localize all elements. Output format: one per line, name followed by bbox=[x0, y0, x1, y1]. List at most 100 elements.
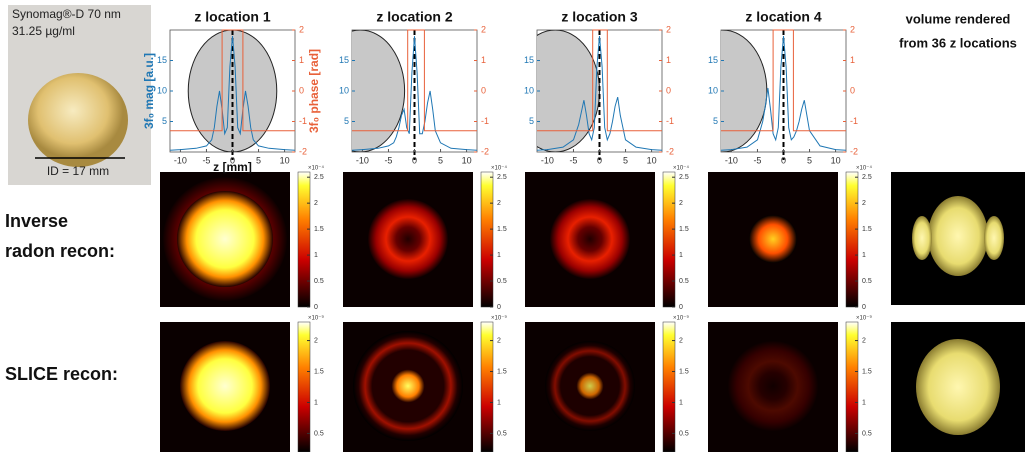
y2-tick-label: 2 bbox=[666, 24, 671, 34]
y-tick-label: 15 bbox=[708, 55, 718, 65]
row-label: SLICE recon: bbox=[5, 364, 118, 384]
colorbar bbox=[297, 171, 311, 308]
colorbar-tick-label: 1 bbox=[314, 252, 318, 259]
series-line bbox=[537, 29, 662, 132]
colorbar-tick-label: 1.5 bbox=[862, 226, 872, 233]
y-tick-label: 15 bbox=[339, 55, 349, 65]
y2-tick-label: 0 bbox=[481, 85, 486, 95]
colorbar-tick-label: 1.5 bbox=[314, 368, 324, 375]
series-line bbox=[720, 36, 847, 151]
series-line bbox=[170, 29, 295, 132]
colorbar-tick-label: 1.5 bbox=[497, 226, 507, 233]
sample bbox=[721, 30, 768, 152]
y-tick-label: 10 bbox=[157, 85, 167, 95]
colorbar-tick-label: 0 bbox=[497, 304, 501, 311]
colorbar-tick-label: 0.5 bbox=[679, 430, 689, 437]
x-tick-label: 10 bbox=[647, 155, 657, 165]
colorbar-tick-label: 0.5 bbox=[679, 278, 689, 285]
colorbar-tick-label: 2 bbox=[497, 200, 501, 207]
x-tick-label: -5 bbox=[202, 155, 210, 165]
colorbar-tick-label: 1.5 bbox=[314, 226, 324, 233]
colorbar-tick-label: 1 bbox=[862, 399, 866, 406]
chart-title: z location 3 bbox=[561, 9, 637, 25]
colorbar-tick-label: 0.5 bbox=[497, 430, 507, 437]
colorbar-tick-label: 2 bbox=[679, 337, 683, 344]
x-tick-label: -10 bbox=[356, 155, 369, 165]
colorbar-tick-label: 0 bbox=[679, 304, 683, 311]
colorbar-tick-label: 1.5 bbox=[679, 226, 689, 233]
colorbar-tick-label: 1 bbox=[497, 252, 501, 259]
colorbar-exponent: ×10⁻⁴ bbox=[491, 165, 507, 172]
x-tick-label: -10 bbox=[174, 155, 187, 165]
colorbar-tick-label: 1.5 bbox=[862, 368, 872, 375]
colorbar bbox=[480, 171, 494, 308]
colorbar-tick-label: 2 bbox=[497, 337, 501, 344]
photo-text: Synomag®-D 70 nm bbox=[12, 7, 121, 21]
colorbar-exponent: ×10⁻⁴ bbox=[856, 165, 872, 172]
colorbar-tick-label: 1 bbox=[497, 399, 501, 406]
y-tick-label: 10 bbox=[524, 85, 534, 95]
y2-tick-label: -2 bbox=[850, 146, 858, 156]
phantom bbox=[28, 73, 128, 167]
volume-title: volume rendered bbox=[906, 11, 1011, 26]
x-tick-label: 0 bbox=[597, 155, 602, 165]
x-tick-label: 5 bbox=[807, 155, 812, 165]
y-tick-label: 10 bbox=[708, 85, 718, 95]
colorbar-tick-label: 2.5 bbox=[314, 174, 324, 181]
photo-dimension: ID = 17 mm bbox=[47, 164, 109, 178]
x-tick-label: 0 bbox=[781, 155, 786, 165]
colorbar bbox=[480, 321, 494, 452]
colorbar bbox=[662, 171, 676, 308]
row-label: Inverse bbox=[5, 211, 68, 231]
colorbar bbox=[845, 171, 859, 308]
y2-tick-label: -2 bbox=[481, 146, 489, 156]
colorbar-tick-label: 2 bbox=[314, 337, 318, 344]
colorbar-tick-label: 0.5 bbox=[314, 278, 324, 285]
y-tick-label: 5 bbox=[529, 116, 534, 126]
y2-axis-label: 3f₀ phase [rad] bbox=[307, 49, 321, 133]
photo-text: 31.25 µg/ml bbox=[12, 24, 75, 38]
volume-title: from 36 z locations bbox=[899, 35, 1017, 50]
x-tick-label: -10 bbox=[541, 155, 554, 165]
colorbar bbox=[297, 321, 311, 452]
colorbar-exponent: ×10⁻⁹ bbox=[673, 315, 689, 322]
y-tick-label: 15 bbox=[157, 55, 167, 65]
colorbar-tick-label: 1 bbox=[679, 252, 683, 259]
colorbar-tick-label: 2 bbox=[862, 337, 866, 344]
y2-tick-label: -1 bbox=[850, 116, 858, 126]
series-line bbox=[536, 36, 663, 151]
sample bbox=[352, 30, 406, 152]
blob bbox=[550, 199, 630, 279]
colorbar-tick-label: 1.5 bbox=[679, 368, 689, 375]
y-tick-label: 10 bbox=[339, 85, 349, 95]
photo: Synomag®-D 70 nm 31.25 µg/ml ID = 17 mm bbox=[8, 5, 151, 185]
colorbar-tick-label: 1 bbox=[314, 399, 318, 406]
colorbar-tick-label: 0.5 bbox=[862, 430, 872, 437]
colorbar-tick-label: 0.5 bbox=[862, 278, 872, 285]
x-tick-label: 5 bbox=[438, 155, 443, 165]
x-tick-label: 5 bbox=[256, 155, 261, 165]
colorbar-tick-label: 0 bbox=[862, 304, 866, 311]
volume bbox=[912, 216, 932, 260]
colorbar-tick-label: 1.5 bbox=[497, 368, 507, 375]
blob bbox=[368, 199, 448, 279]
x-tick-label: -5 bbox=[384, 155, 392, 165]
x-tick-label: -5 bbox=[569, 155, 577, 165]
colorbar-tick-label: 0.5 bbox=[314, 430, 324, 437]
x-axis-label: z [mm] bbox=[213, 160, 252, 174]
y-axis-label: 3f₀ mag [a.u.] bbox=[142, 53, 156, 129]
y2-tick-label: 0 bbox=[666, 85, 671, 95]
y2-tick-label: 2 bbox=[299, 24, 304, 34]
y-tick-label: 15 bbox=[524, 55, 534, 65]
colorbar-exponent: ×10⁻⁴ bbox=[308, 165, 324, 172]
volume bbox=[928, 196, 988, 276]
y2-tick-label: 1 bbox=[850, 55, 855, 65]
colorbar-tick-label: 2 bbox=[679, 200, 683, 207]
colorbar-tick-label: 2.5 bbox=[679, 174, 689, 181]
chart-title: z location 4 bbox=[745, 9, 821, 25]
y2-tick-label: -1 bbox=[481, 116, 489, 126]
x-tick-label: -5 bbox=[753, 155, 761, 165]
y2-tick-label: 2 bbox=[850, 24, 855, 34]
volume bbox=[984, 216, 1004, 260]
